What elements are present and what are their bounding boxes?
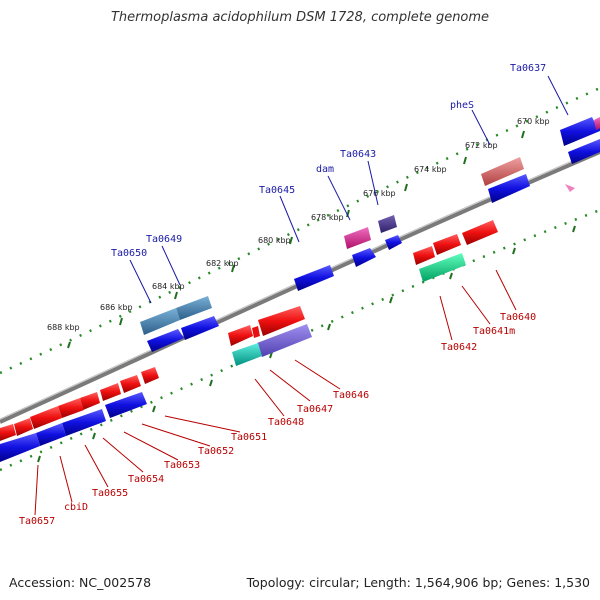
gene-feature — [385, 235, 402, 250]
gene-feature — [100, 383, 121, 401]
gene-feature — [0, 424, 16, 441]
gene-label: Ta0651 — [231, 432, 267, 443]
gene-label: Ta0655 — [92, 488, 128, 499]
gene-label: Ta0654 — [128, 474, 164, 485]
gene-feature — [105, 392, 147, 418]
gene-label: Ta0650 — [111, 248, 147, 259]
gene-feature — [181, 316, 219, 340]
scale-label: 688 kbp — [47, 323, 80, 332]
forward-strand-genes — [140, 117, 600, 352]
gene-feature — [258, 306, 305, 336]
gene-feature — [252, 326, 260, 338]
scale-label: 684 kbp — [152, 282, 185, 291]
gene-feature — [120, 375, 141, 393]
gene-feature — [232, 343, 262, 366]
outer-major-ticks — [67, 130, 525, 349]
gene-label: Ta0645 — [259, 185, 295, 196]
gene-feature — [378, 215, 397, 233]
gene-feature — [488, 174, 530, 203]
gene-feature — [481, 157, 524, 186]
gene-feature — [176, 296, 212, 320]
gene-feature — [58, 398, 84, 418]
scale-label: 682 kbp — [206, 259, 239, 268]
gene-feature — [147, 329, 184, 352]
gene-feature — [419, 253, 466, 282]
scale-label: 678 kbp — [311, 213, 344, 222]
gene-feature — [228, 325, 253, 346]
gene-feature — [568, 139, 600, 164]
gene-feature — [594, 117, 600, 130]
scale-label: 676 kbp — [363, 189, 396, 198]
gene-feature — [140, 308, 180, 335]
gene-label: Ta0653 — [164, 460, 200, 471]
gene-feature — [294, 265, 334, 291]
bottom-leader-lines — [34, 269, 517, 516]
gene-label: Ta0649 — [146, 234, 182, 245]
gene-feature — [352, 248, 376, 267]
gene-feature — [14, 418, 33, 436]
bottom-gene-labels: Ta0640 Ta0641m Ta0642 Ta0646 Ta0647 Ta06… — [19, 312, 536, 527]
gene-feature — [433, 234, 461, 255]
genome-stats-text: Topology: circular; Length: 1,564,906 bp… — [246, 575, 590, 590]
gene-label: Ta0641m — [473, 326, 515, 337]
top-leader-lines — [129, 75, 569, 304]
scale-label: 686 kbp — [100, 303, 133, 312]
top-gene-labels: Ta0637 pheS Ta0643 dam Ta0645 Ta0649 Ta0… — [111, 63, 546, 259]
map-title: Thermoplasma acidophilum DSM 1728, compl… — [110, 10, 490, 25]
gene-feature — [413, 246, 435, 265]
inner-major-ticks — [37, 225, 576, 463]
gene-label: Ta0648 — [268, 417, 304, 428]
gene-feature — [80, 392, 100, 410]
gene-label: cbiD — [64, 502, 88, 513]
scale-label: 670 kbp — [517, 117, 550, 126]
gene-feature — [62, 409, 106, 436]
gene-label: Ta0647 — [297, 404, 333, 415]
gene-feature — [0, 433, 40, 462]
scale-label: 680 kbp — [258, 236, 291, 245]
gene-feature — [565, 184, 575, 192]
gene-feature — [560, 117, 600, 146]
scale-labels: 670 kbp 672 kbp 674 kbp 676 kbp 678 kbp … — [47, 117, 550, 332]
scale-label: 674 kbp — [414, 165, 447, 174]
gene-label: pheS — [450, 100, 474, 111]
gene-label: dam — [316, 164, 334, 175]
gene-label: Ta0646 — [333, 390, 369, 401]
gene-label: Ta0642 — [441, 342, 477, 353]
gene-label: Ta0652 — [198, 446, 234, 457]
reverse-strand-genes — [0, 220, 498, 462]
accession-text: Accession: NC_002578 — [9, 575, 152, 590]
gene-feature — [30, 406, 62, 429]
inner-scale-ruler — [0, 208, 600, 472]
scale-label: 672 kbp — [465, 141, 498, 150]
gene-label: Ta0657 — [19, 516, 55, 527]
gene-feature — [36, 423, 66, 446]
gene-label: Ta0640 — [500, 312, 536, 323]
gene-label: Ta0637 — [510, 63, 546, 74]
gene-feature — [344, 227, 371, 249]
gene-feature — [462, 220, 498, 245]
gene-feature — [257, 324, 312, 357]
gene-feature — [141, 367, 159, 384]
gene-label: Ta0643 — [340, 149, 376, 160]
